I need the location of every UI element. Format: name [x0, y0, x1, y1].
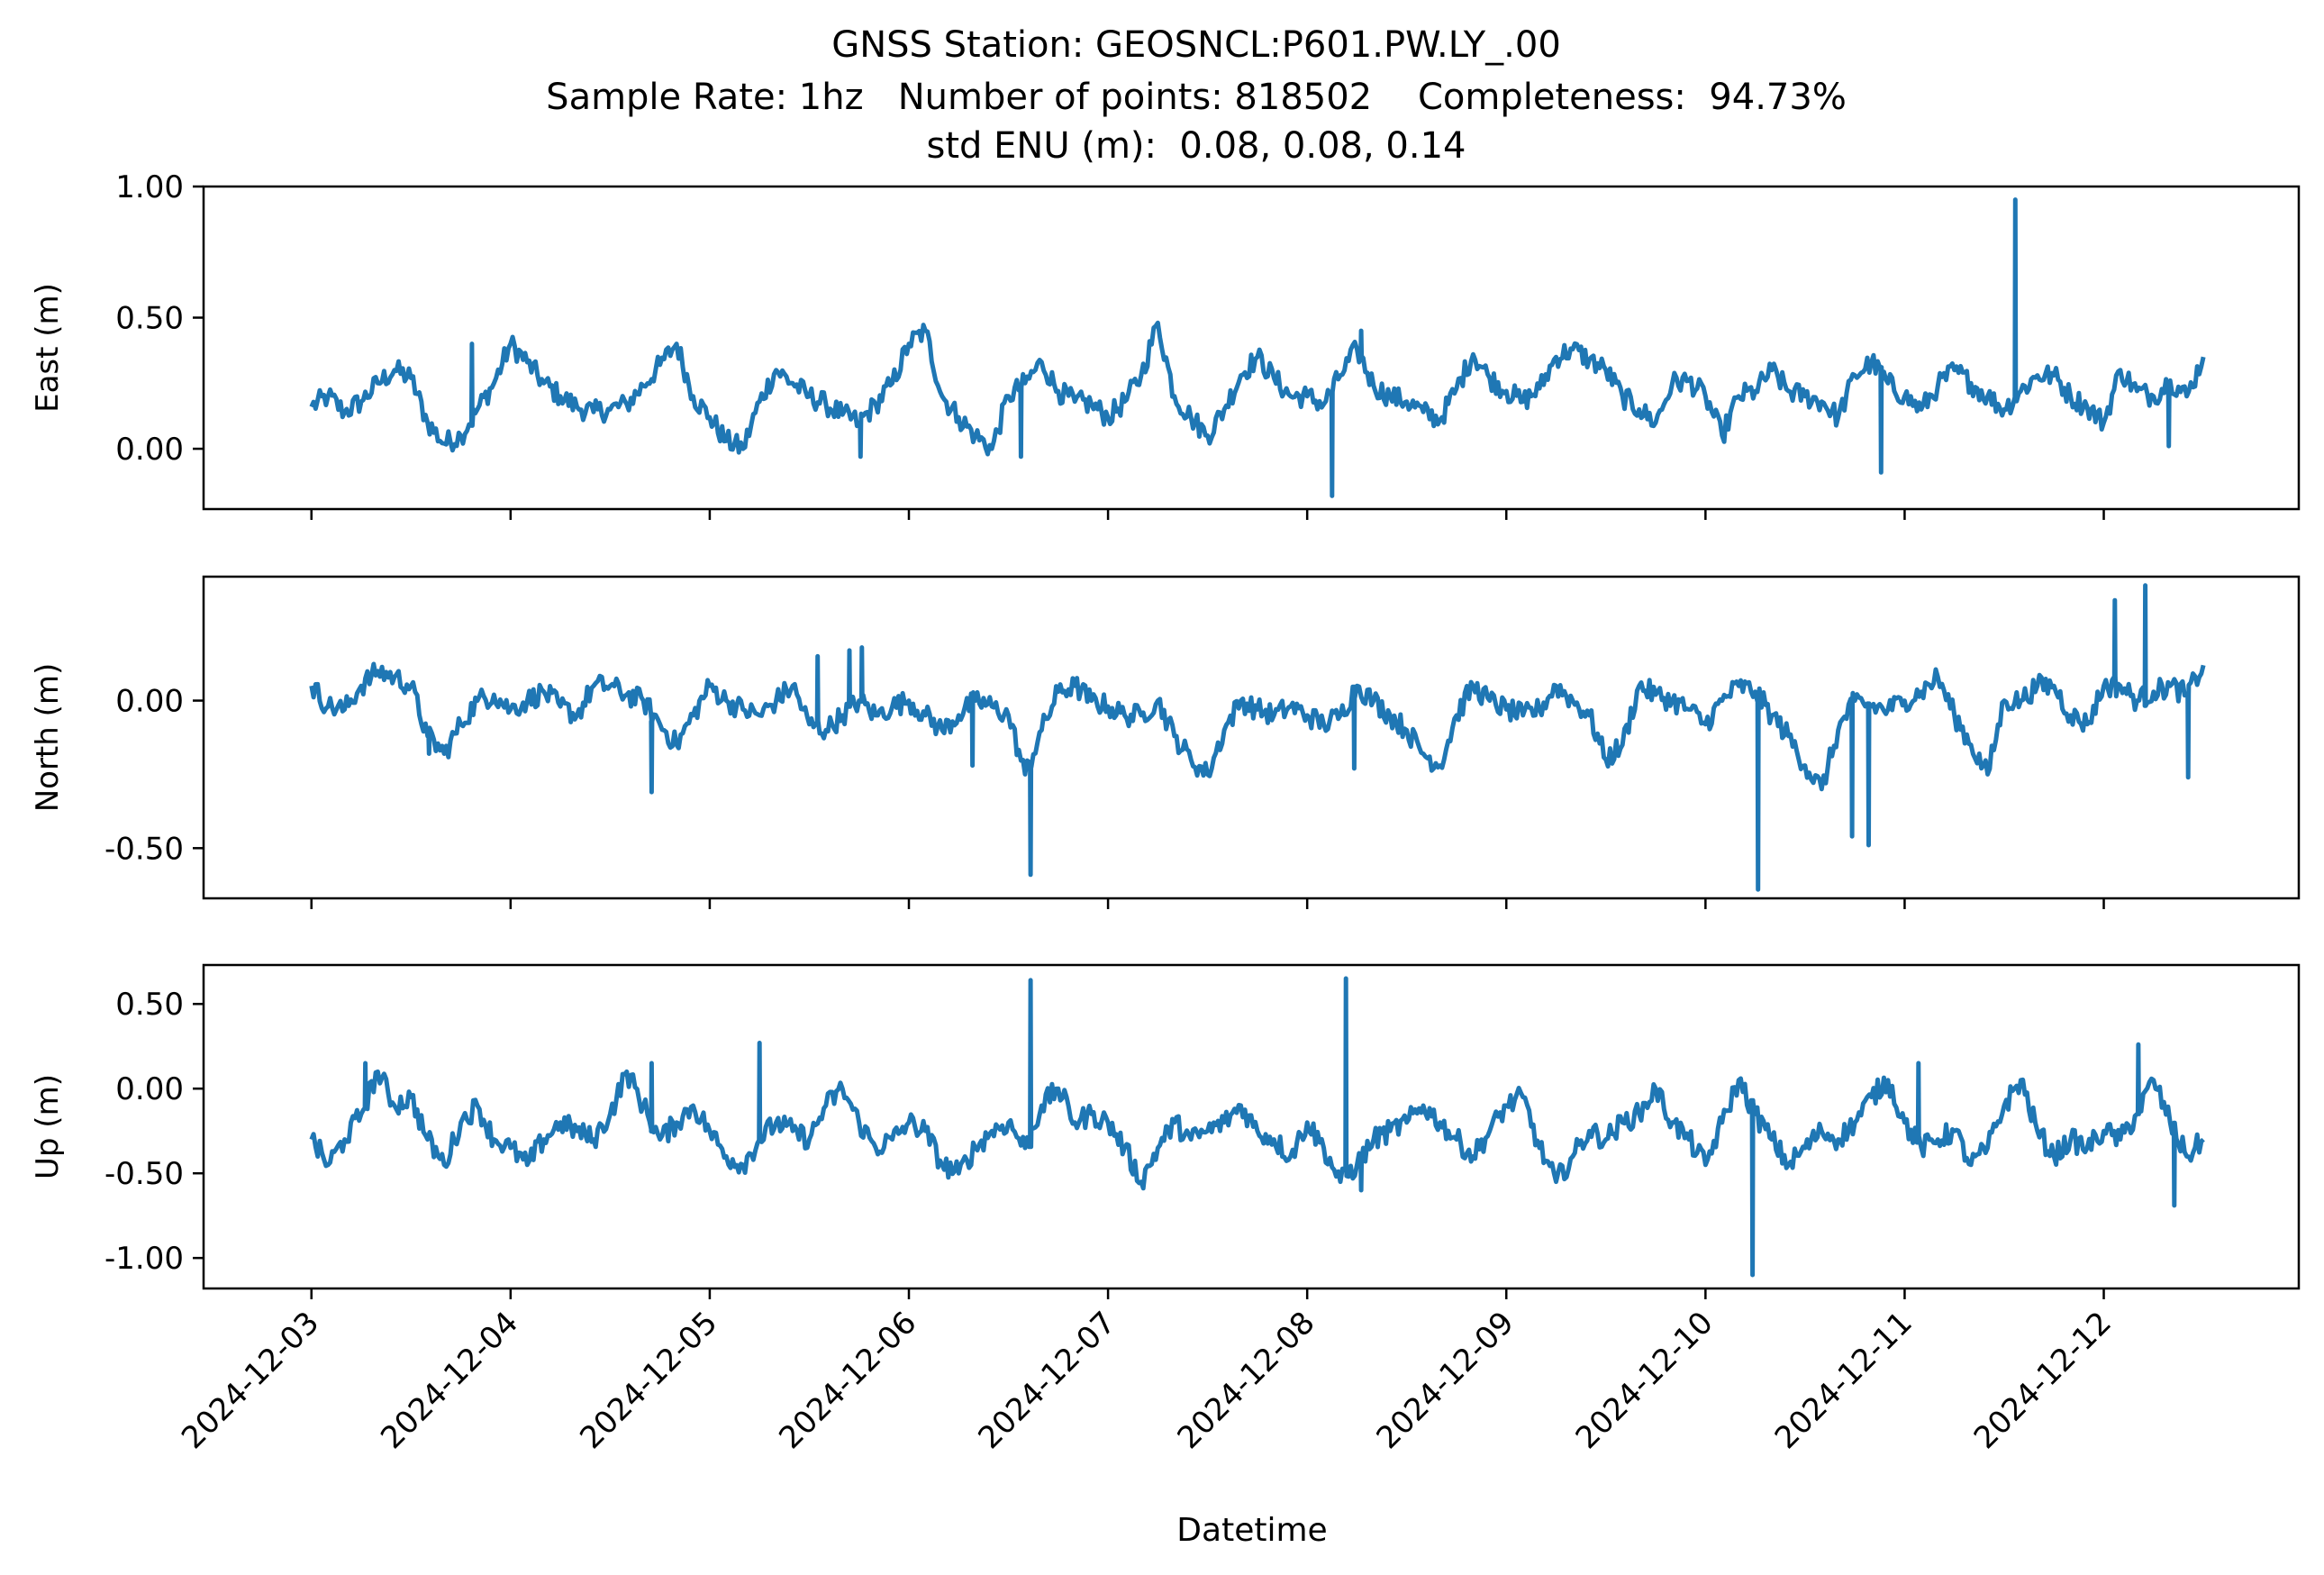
y-tick-label: -0.50 — [104, 831, 184, 867]
panel-frame — [202, 575, 2301, 900]
x-tick-label: 2024-12-09 — [1370, 1305, 1521, 1456]
y-tick-label: 1.00 — [115, 169, 184, 205]
panel-east: 0.00 0.50 1.00 East (m) — [30, 169, 2301, 520]
chart-title-line-2: Sample Rate: 1hz Number of points: 81850… — [546, 77, 1847, 118]
x-tick-label: 2024-12-04 — [374, 1305, 525, 1456]
panel-frame — [202, 185, 2301, 511]
chart-title-line-1: GNSS Station: GEOSNCL:P601.PW.LY_.00 — [831, 24, 1561, 66]
y-tick-label: 0.50 — [115, 987, 184, 1023]
x-tick-label: 2024-12-03 — [175, 1305, 326, 1456]
y-tick-label: -0.50 — [104, 1156, 184, 1192]
panels: 0.00 0.50 1.00 East (m) -0.50 0.00 North (m) -1… — [30, 169, 2301, 1456]
x-tick-label: 2024-12-11 — [1768, 1305, 1920, 1456]
data-line-north — [309, 583, 2206, 892]
y-axis-label: Up (m) — [30, 1074, 66, 1179]
x-tick-label: 2024-12-10 — [1569, 1305, 1720, 1456]
y-tick-label: 0.00 — [115, 432, 184, 468]
x-axis-label: Datetime — [1176, 1512, 1327, 1549]
x-tick-label: 2024-12-07 — [971, 1305, 1122, 1456]
data-line-up — [309, 976, 2205, 1278]
y-tick-label: 0.00 — [115, 684, 184, 720]
x-tick-label: 2024-12-06 — [772, 1305, 923, 1456]
x-tick-label: 2024-12-08 — [1171, 1305, 1322, 1456]
panel-frame — [202, 963, 2301, 1290]
y-tick-label: 0.50 — [115, 301, 184, 337]
panel-up: -1.00 -0.50 0.00 0.50 Up (m) 2024-12-03 2024-1… — [30, 963, 2301, 1456]
y-tick-label: -1.00 — [104, 1241, 184, 1277]
y-axis-label: North (m) — [30, 663, 66, 813]
panel-north: -0.50 0.00 North (m) — [30, 575, 2301, 909]
y-axis-label: East (m) — [30, 283, 66, 413]
y-tick-label: 0.00 — [115, 1071, 184, 1107]
x-tick-label: 2024-12-12 — [1967, 1305, 2119, 1456]
chart-title-line-3: std ENU (m): 0.08, 0.08, 0.14 — [926, 125, 1466, 167]
data-line-east — [309, 197, 2206, 498]
x-tick-label: 2024-12-05 — [573, 1305, 724, 1456]
